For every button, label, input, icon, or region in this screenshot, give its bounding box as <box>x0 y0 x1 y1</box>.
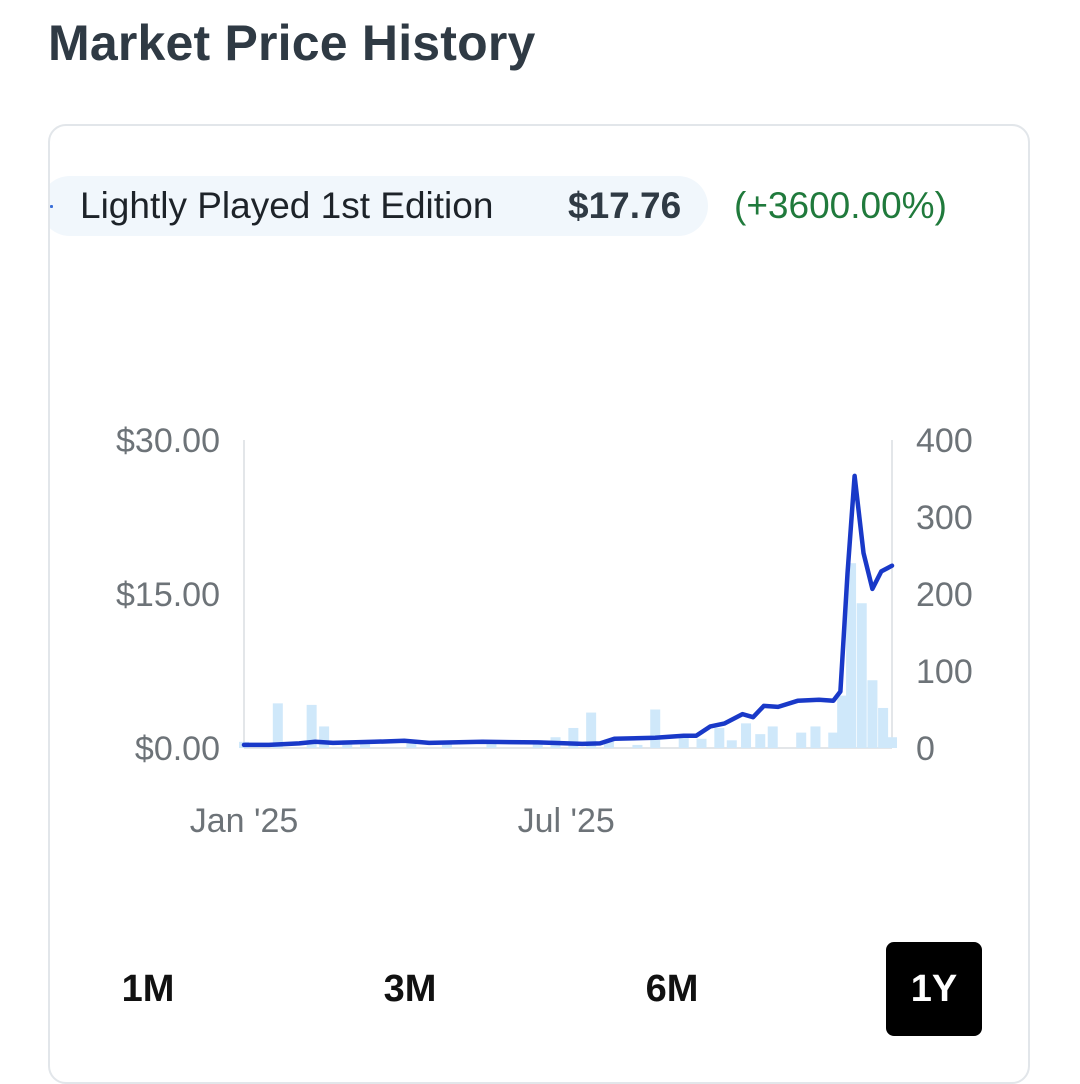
volume-bar <box>586 712 597 748</box>
volume-bar <box>603 741 614 748</box>
price-change: (+3600.00%) <box>734 185 947 226</box>
page-title: Market Price History <box>48 15 536 71</box>
volume-bar <box>650 709 661 748</box>
range-button-3m[interactable]: 3M <box>383 967 437 1010</box>
y-right-tick-label: 0 <box>916 730 935 768</box>
range-button-1m[interactable]: 1M <box>121 967 175 1010</box>
volume-bar <box>755 734 766 748</box>
x-tick-label: Jan '25 <box>190 802 299 840</box>
volume-bar <box>810 726 821 748</box>
series-dot <box>50 205 53 208</box>
range-button-6m[interactable]: 6M <box>645 967 699 1010</box>
volume-bar <box>406 743 417 748</box>
volume-bar <box>714 727 725 748</box>
y-left-tick-label: $0.00 <box>135 730 220 768</box>
y-right-tick-label: 400 <box>916 422 973 460</box>
volume-bar <box>856 603 867 748</box>
y-right-tick-label: 100 <box>916 653 973 691</box>
volume-bar <box>867 680 878 748</box>
current-price: $17.76 <box>568 185 682 226</box>
price-chart: $30.00 $15.00 $0.00 400 300 200 100 0 Jan '25 Jul… <box>116 422 973 840</box>
volume-bar <box>568 727 579 748</box>
volume-bar <box>696 738 707 748</box>
condition-label: Lightly Played 1st Edition <box>80 185 494 226</box>
volume-bar <box>726 740 737 748</box>
volume-bar <box>741 723 752 748</box>
x-tick-label: Jul '25 <box>518 802 615 840</box>
condition-pill[interactable]: Lightly Played 1st Edition $17.76 <box>50 176 708 236</box>
range-button-1y[interactable]: 1Y <box>886 942 982 1036</box>
volume-bar <box>887 737 897 748</box>
range-selector: 1M 3M 6M 1Y <box>50 938 1028 1038</box>
volume-bar <box>796 732 807 748</box>
volume-bar <box>878 707 889 748</box>
volume-bar <box>767 726 778 748</box>
volume-bar <box>360 743 371 748</box>
y-right-tick-label: 300 <box>916 499 973 537</box>
volume-bar <box>828 732 839 748</box>
y-right-tick-label: 200 <box>916 576 973 614</box>
volume-bar <box>846 563 857 748</box>
price-history-card: Lightly Played 1st Edition $17.76 (+3600… <box>48 124 1030 1084</box>
volume-bar <box>486 741 497 748</box>
volume-bar <box>272 703 283 748</box>
volume-bar <box>837 695 848 748</box>
price-line <box>241 473 895 748</box>
y-left-tick-label: $30.00 <box>116 422 220 460</box>
volume-bar <box>632 744 643 748</box>
volume-bar <box>306 704 317 748</box>
y-left-tick-label: $15.00 <box>116 576 220 614</box>
volume-bar <box>678 735 689 748</box>
volume-bar <box>319 726 330 748</box>
volume-bar <box>441 741 452 748</box>
